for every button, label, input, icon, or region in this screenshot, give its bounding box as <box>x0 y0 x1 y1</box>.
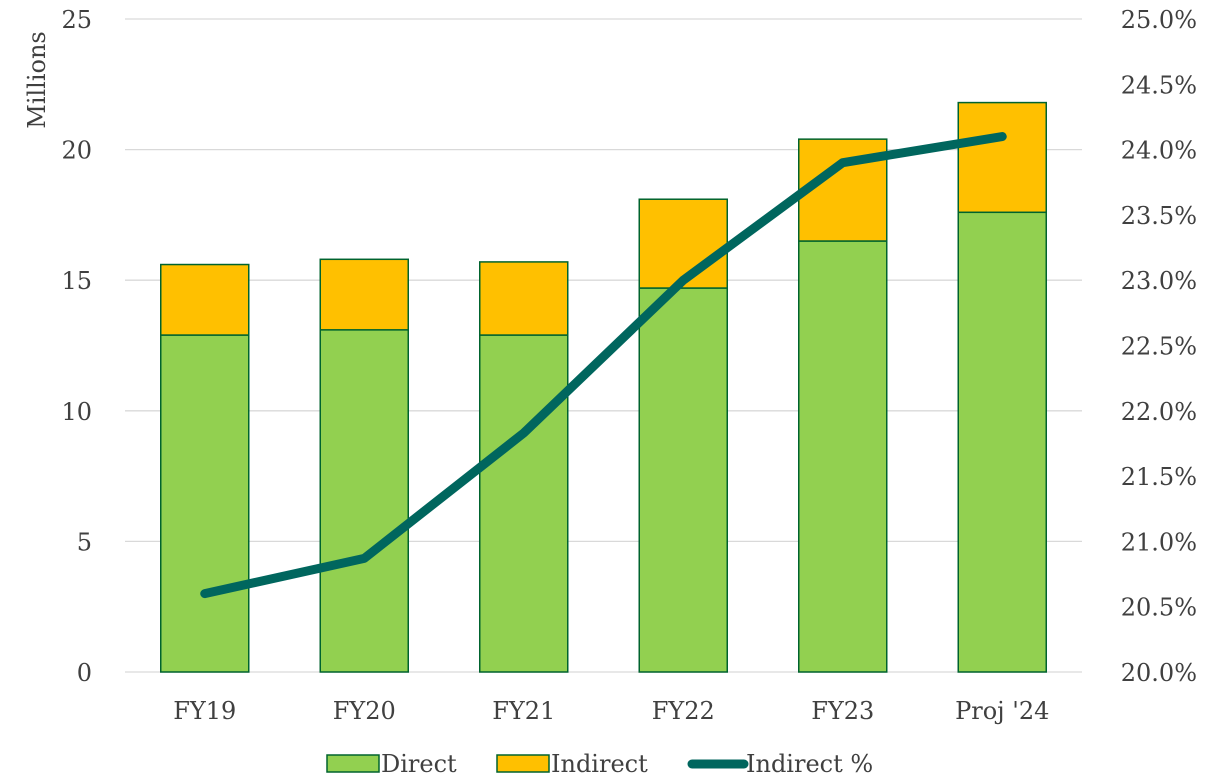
x-axis: FY19 FY20 FY21 FY22 FY23 Proj '24 <box>173 697 1049 725</box>
left-tick-label: 25 <box>61 6 92 34</box>
legend-label: Direct <box>381 750 457 778</box>
right-tick-label: 23.0% <box>1121 267 1197 295</box>
left-axis: 0 5 10 15 20 25 <box>61 6 92 687</box>
category-label: FY21 <box>492 697 555 725</box>
right-axis: 20.0% 20.5% 21.0% 21.5% 22.0% 22.5% 23.0% 23.5%… <box>1121 6 1197 687</box>
gridlines <box>125 18 1082 673</box>
indirect-pct-series <box>200 132 1007 599</box>
bar-direct <box>160 334 250 673</box>
left-tick-label: 0 <box>77 659 92 687</box>
bars <box>160 101 1047 673</box>
left-tick-label: 20 <box>61 137 92 165</box>
right-tick-label: 20.0% <box>1121 659 1197 687</box>
y-axis-title: Millions <box>23 31 51 129</box>
bar-direct <box>319 329 409 673</box>
legend-swatch <box>326 754 380 773</box>
right-tick-label: 22.5% <box>1121 333 1197 361</box>
left-tick-label: 15 <box>61 267 92 295</box>
right-tick-label: 25.0% <box>1121 6 1197 34</box>
bar-indirect <box>160 263 250 336</box>
left-tick-label: 5 <box>77 528 92 556</box>
bar-indirect <box>638 198 728 289</box>
bar-direct <box>798 240 888 673</box>
right-tick-label: 20.5% <box>1121 594 1197 622</box>
category-label: FY23 <box>811 697 874 725</box>
legend-label: Indirect % <box>746 750 873 778</box>
bar-indirect <box>319 258 409 331</box>
bar-indirect <box>957 101 1047 214</box>
legend-label: Indirect <box>551 750 648 778</box>
right-tick-label: 24.0% <box>1121 137 1197 165</box>
legend: Direct Indirect Indirect % <box>326 750 873 778</box>
category-label: FY19 <box>173 697 236 725</box>
right-tick-label: 23.5% <box>1121 202 1197 230</box>
category-label: FY22 <box>652 697 715 725</box>
right-tick-label: 21.0% <box>1121 528 1197 556</box>
right-tick-label: 24.5% <box>1121 71 1197 99</box>
bar-direct <box>957 211 1047 673</box>
indirect-pct-line <box>200 132 1007 599</box>
bar-direct <box>638 287 728 673</box>
right-tick-label: 22.0% <box>1121 398 1197 426</box>
right-tick-label: 21.5% <box>1121 463 1197 491</box>
category-label: FY20 <box>333 697 396 725</box>
left-tick-label: 10 <box>61 398 92 426</box>
category-label: Proj '24 <box>955 697 1049 725</box>
bar-indirect <box>479 261 569 336</box>
bar-direct <box>479 334 569 673</box>
legend-swatch <box>496 754 550 773</box>
